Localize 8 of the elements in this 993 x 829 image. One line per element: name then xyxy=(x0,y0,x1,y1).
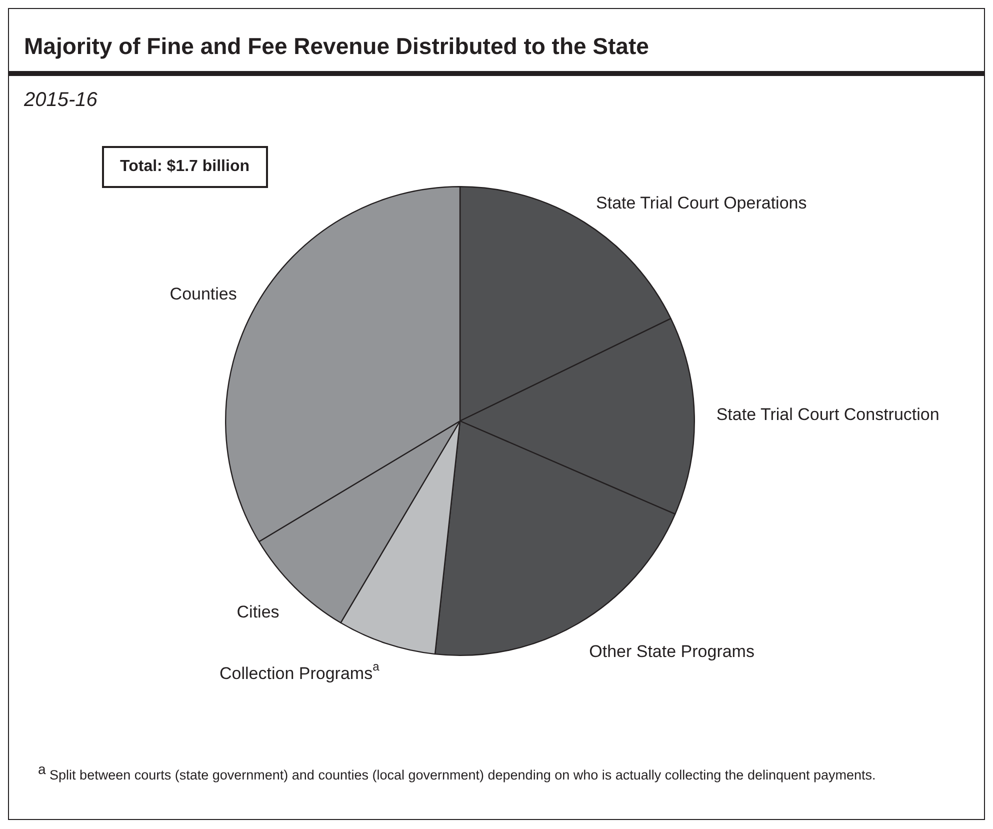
slice-label: Counties xyxy=(170,284,237,304)
slice-label: Cities xyxy=(236,602,280,622)
chart-subtitle: 2015-16 xyxy=(24,89,98,112)
text: Total: $1.7 billion xyxy=(102,146,268,188)
slice-label: State Trial Court Construction xyxy=(716,405,940,424)
slice-label: Other State Programs xyxy=(589,642,754,662)
chart-title: Majority of Fine and Fee Revenue Distributed to the State xyxy=(9,9,984,76)
slice-label: State Trial Court Operations xyxy=(596,193,807,212)
